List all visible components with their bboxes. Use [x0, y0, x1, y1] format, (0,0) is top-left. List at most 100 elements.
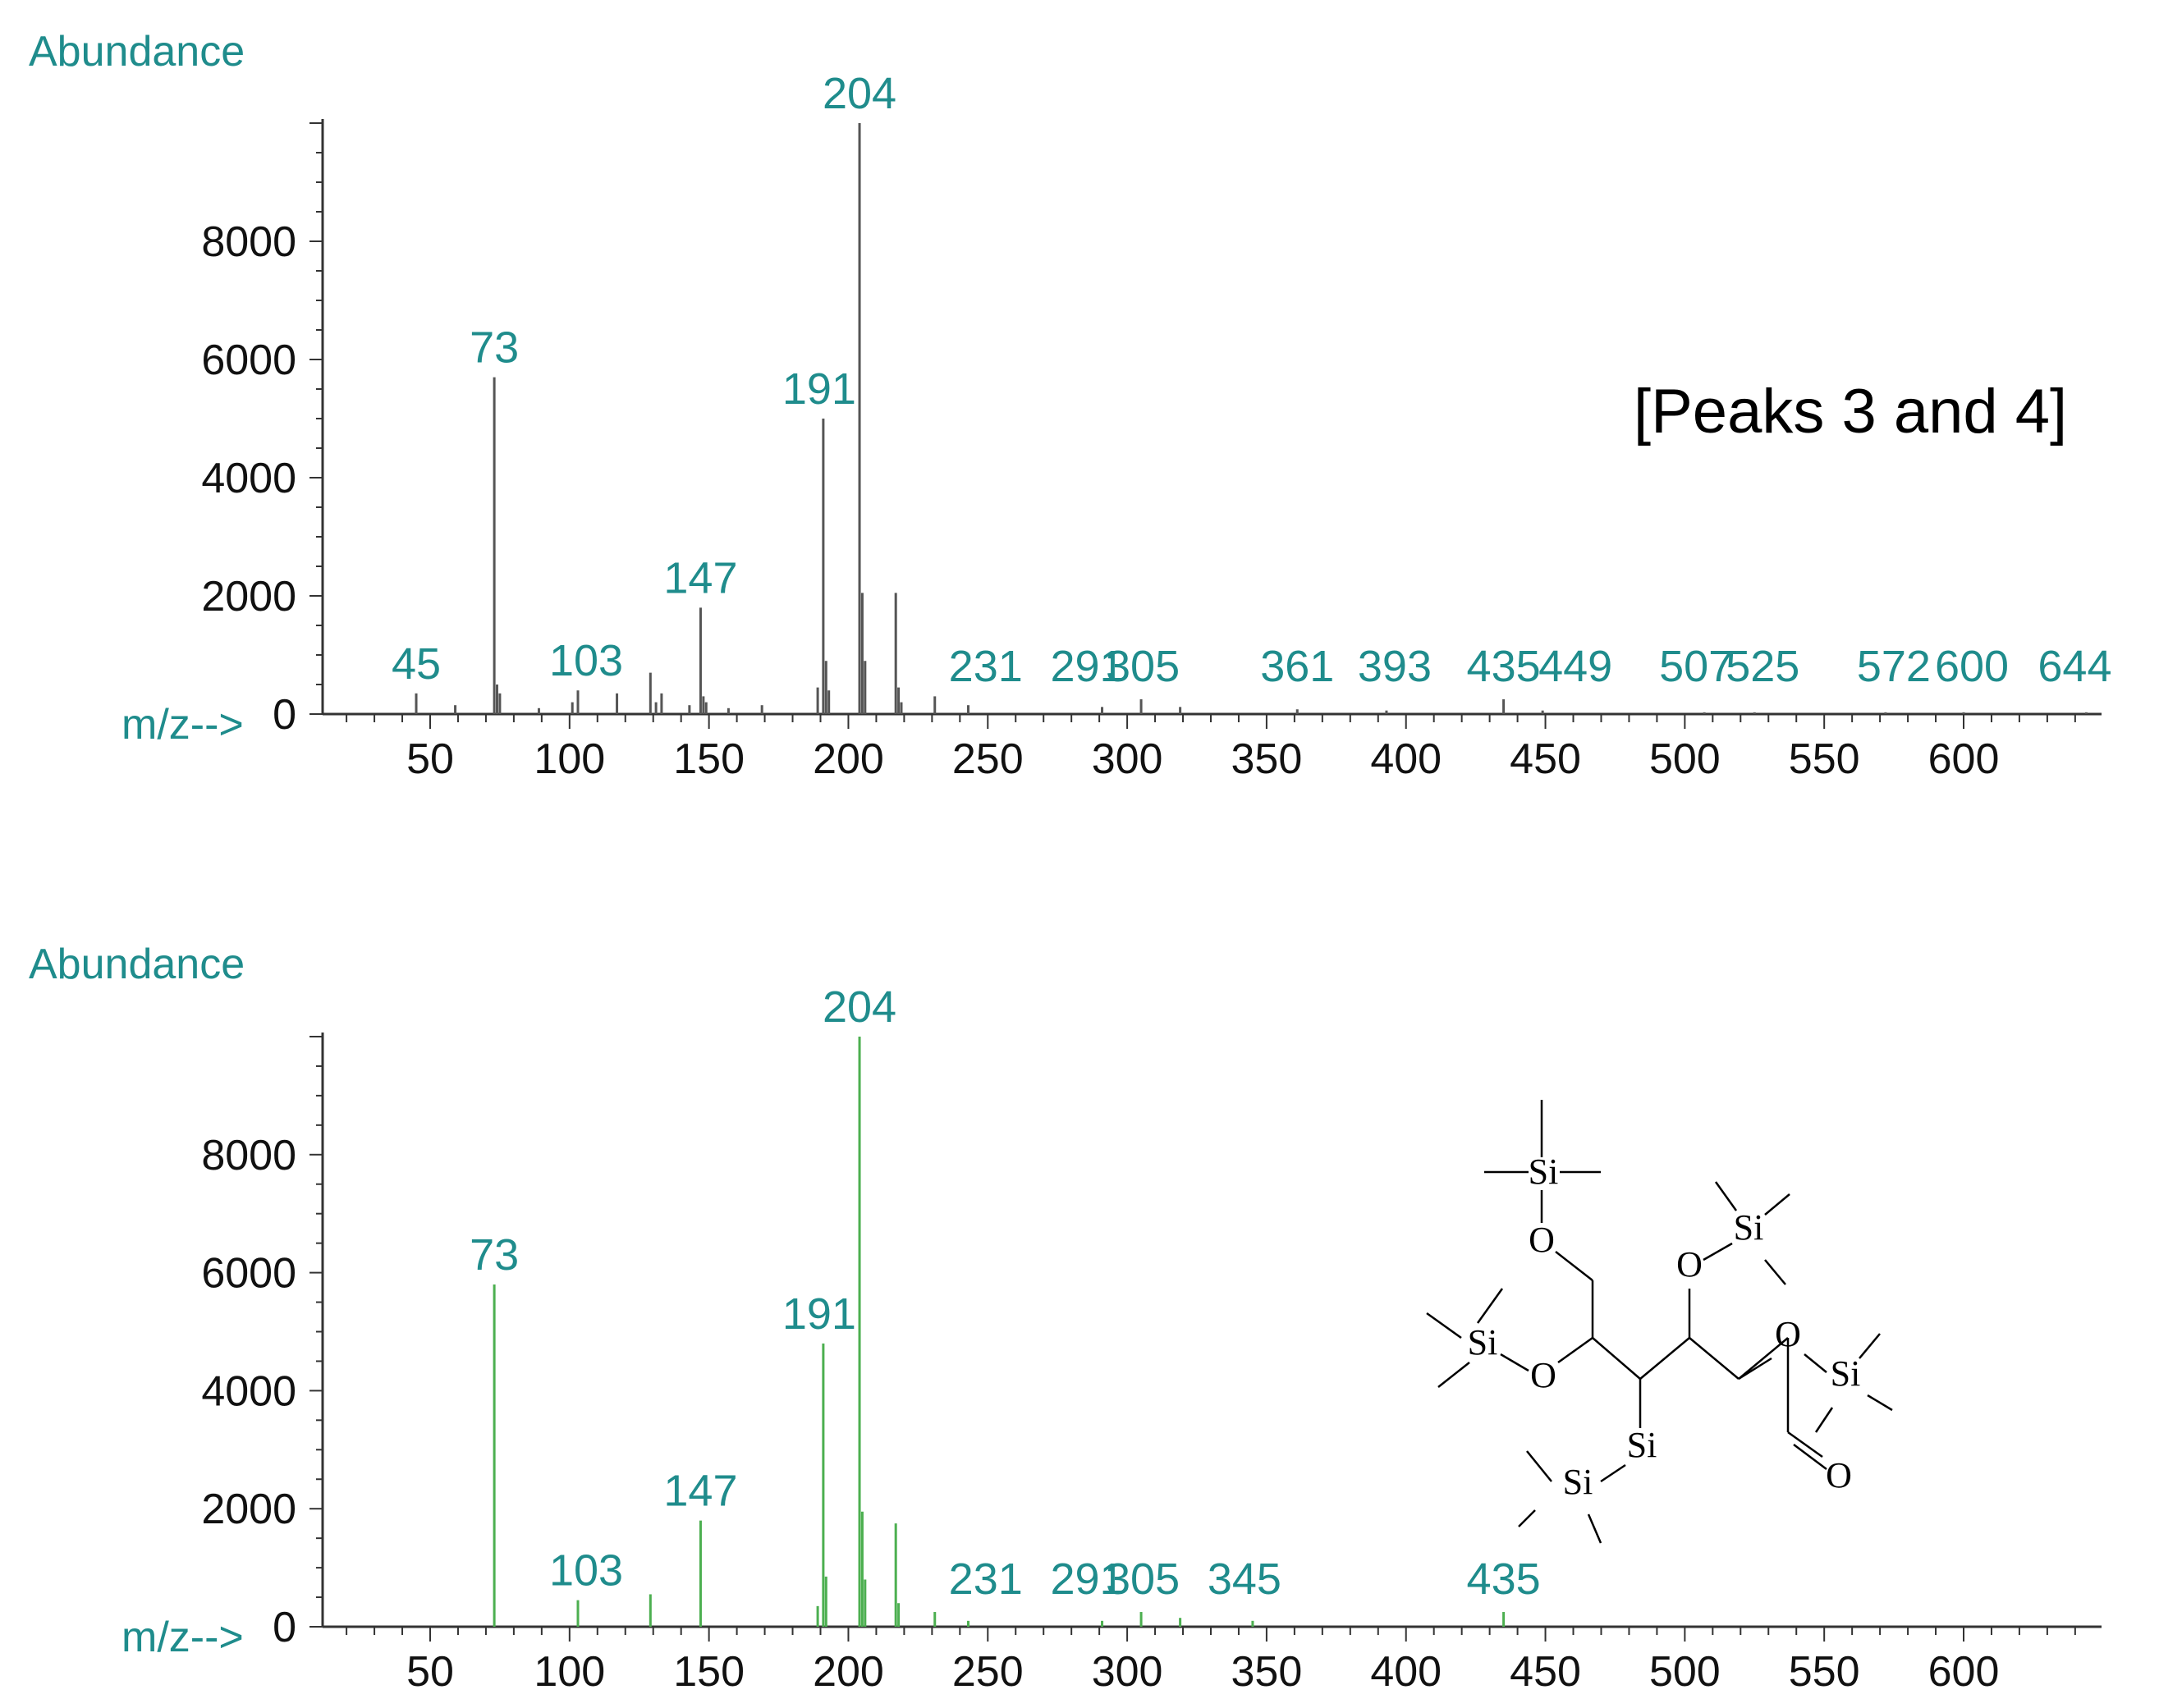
bond-line	[1804, 1353, 1827, 1373]
y-tick-label: 8000	[201, 218, 296, 266]
atom-label: O	[1826, 1455, 1852, 1495]
bond-line	[1518, 1509, 1536, 1527]
bond-line	[1557, 1336, 1593, 1364]
peak-label: 435	[1467, 1555, 1541, 1604]
peak-label: 231	[949, 642, 1023, 691]
bond-line	[1592, 1337, 1641, 1380]
atom-label: O	[1676, 1244, 1703, 1284]
x-tick-label: 500	[1649, 1648, 1721, 1696]
peak-label: 393	[1358, 642, 1432, 691]
peak-label: 191	[782, 1289, 856, 1339]
peak-label: 600	[1935, 642, 2009, 691]
panel-annotation: [Peaks 3 and 4]	[1634, 377, 2067, 446]
y-tick-label: 6000	[201, 1250, 296, 1298]
chemical-structure	[1426, 1100, 1893, 1544]
x-axis-title: m/z-->	[121, 701, 244, 749]
peak-label: 191	[782, 364, 856, 414]
bond-line	[1738, 1357, 1772, 1381]
x-tick-label: 150	[673, 1648, 745, 1696]
x-tick-label: 550	[1789, 1648, 1860, 1696]
bond-line	[1764, 1193, 1790, 1216]
peak-label: 435	[1467, 642, 1541, 691]
peak-label: 204	[823, 69, 896, 118]
peak-label: 103	[549, 636, 623, 685]
bond-line	[1814, 1407, 1834, 1433]
bond-line	[1859, 1333, 1881, 1359]
peak-label: 147	[663, 553, 737, 602]
x-tick-label: 400	[1370, 1648, 1442, 1696]
bond-line	[1787, 1431, 1823, 1458]
x-tick-label: 200	[813, 1648, 884, 1696]
x-tick-label: 550	[1789, 735, 1860, 783]
bond-line	[1600, 1463, 1626, 1483]
atom-label: Si	[1831, 1353, 1861, 1394]
atom-label: O	[1530, 1355, 1556, 1395]
x-tick-label: 600	[1928, 1648, 2000, 1696]
peak-label: 644	[2038, 642, 2111, 691]
peak-label: 525	[1726, 642, 1799, 691]
x-tick-label: 300	[1092, 1648, 1163, 1696]
x-tick-label: 450	[1510, 1648, 1581, 1696]
spectrum-panel-1: 0 2000 4000 6000 8000 50 100 150 200 250 300 350 400…	[29, 28, 2111, 783]
atom-label: Si	[1563, 1462, 1593, 1502]
y-tick-label: 4000	[201, 455, 296, 502]
peak-label: 507	[1659, 642, 1733, 691]
x-tick-label: 350	[1231, 1648, 1303, 1696]
x-tick-label: 350	[1231, 735, 1303, 783]
peak-label: 305	[1106, 642, 1180, 691]
y-tick-label: 4000	[201, 1367, 296, 1415]
x-tick-label: 150	[673, 735, 745, 783]
y-tick-label: 6000	[201, 337, 296, 384]
atom-label: Si	[1627, 1425, 1657, 1465]
bond-line	[1738, 1337, 1789, 1380]
y-tick-label: 2000	[201, 1486, 296, 1533]
spectrum-panel-2: 0 2000 4000 6000 8000 50 100 150 200 250 300 350 400…	[29, 941, 2102, 1696]
bond-line	[1587, 1513, 1602, 1544]
x-tick-label: 50	[406, 735, 454, 783]
x-tick-label: 50	[406, 1648, 454, 1696]
bond-line	[1867, 1394, 1893, 1412]
peak-label: 449	[1538, 642, 1612, 691]
peak-label: 305	[1106, 1555, 1180, 1604]
x-tick-label: 250	[952, 735, 1024, 783]
bond-line	[1703, 1242, 1733, 1262]
bond-line	[1500, 1353, 1529, 1372]
y-tick-label: 2000	[201, 573, 296, 620]
bond-line	[1526, 1450, 1552, 1482]
x-axis-title: m/z-->	[121, 1614, 244, 1661]
peak-label: 45	[392, 639, 441, 689]
x-tick-label: 100	[534, 735, 605, 783]
peak-label: 147	[663, 1467, 737, 1516]
bond-line	[1793, 1444, 1827, 1470]
bond-line	[1714, 1181, 1738, 1211]
x-tick-label: 500	[1649, 735, 1721, 783]
peak-label: 361	[1260, 642, 1334, 691]
peak-label: 572	[1857, 642, 1931, 691]
peak-label: 73	[470, 323, 519, 373]
x-tick-label: 250	[952, 1648, 1024, 1696]
y-tick-label: 0	[273, 691, 296, 739]
x-tick-label: 200	[813, 735, 884, 783]
atom-label: Si	[1529, 1152, 1559, 1192]
atom-label: O	[1775, 1314, 1801, 1354]
bond-line	[1426, 1312, 1462, 1339]
bond-line	[1689, 1337, 1740, 1380]
bond-line	[1437, 1362, 1470, 1388]
peak-label: 291	[1050, 642, 1124, 691]
peak-label: 345	[1208, 1555, 1281, 1604]
y-tick-label: 0	[273, 1604, 296, 1651]
atom-label: O	[1529, 1220, 1555, 1260]
x-tick-label: 300	[1092, 735, 1163, 783]
peak-label: 204	[823, 982, 896, 1032]
bond-line	[1764, 1259, 1786, 1285]
x-tick-label: 400	[1370, 735, 1442, 783]
x-tick-label: 100	[534, 1648, 605, 1696]
peak-label: 291	[1050, 1555, 1124, 1604]
peak-label: 73	[470, 1230, 519, 1280]
x-tick-label: 600	[1928, 735, 2000, 783]
y-axis-title: Abundance	[29, 28, 245, 76]
atom-label: Si	[1468, 1322, 1498, 1362]
atom-label: Si	[1734, 1207, 1764, 1248]
y-axis-title: Abundance	[29, 941, 245, 988]
